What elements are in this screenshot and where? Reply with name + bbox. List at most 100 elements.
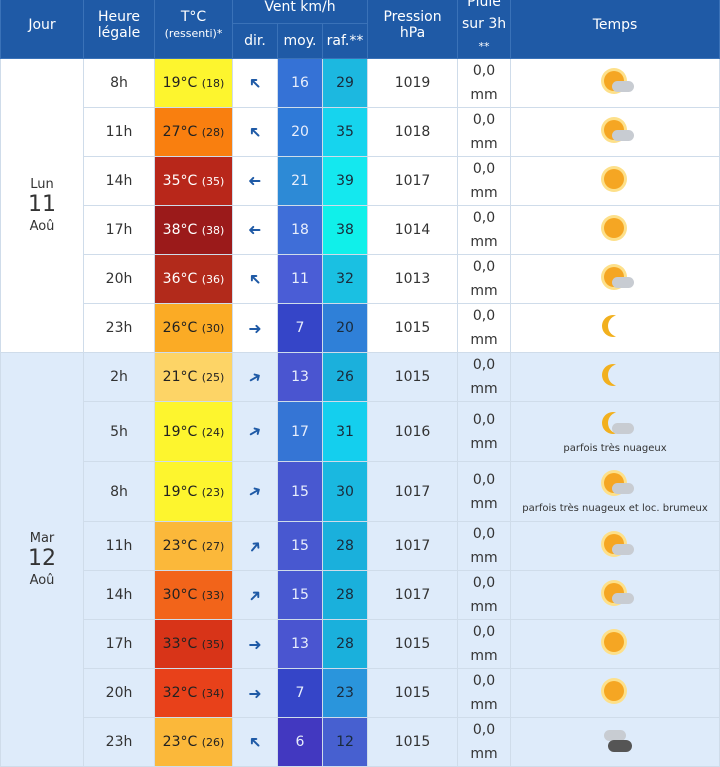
wind-avg-cell: 7 bbox=[277, 303, 323, 353]
table-row: 14h 35°C (35) ➜ 21 39 1017 0,0 mm bbox=[1, 156, 720, 206]
pressure-cell: 1017 bbox=[367, 521, 459, 571]
wind-gust-cell: 38 bbox=[321, 205, 369, 255]
weather-cell bbox=[510, 156, 720, 206]
sun-cloud-icon bbox=[598, 263, 635, 291]
wind-arrow-icon: ➜ bbox=[244, 365, 266, 389]
temperature-cell: 19°C (18) bbox=[154, 58, 233, 108]
pressure-cell: 1014 bbox=[367, 205, 459, 255]
wind-avg-cell: 11 bbox=[277, 254, 323, 304]
rain-cell: 0,0 mm bbox=[457, 254, 512, 304]
wind-gust-cell: 31 bbox=[321, 401, 369, 462]
wind-direction-cell: ➜ bbox=[232, 352, 278, 402]
wind-gust-cell: 20 bbox=[321, 303, 369, 353]
wind-direction-cell: ➜ bbox=[232, 668, 278, 718]
wind-direction-cell: ➜ bbox=[232, 570, 278, 620]
felt-temperature: (27) bbox=[201, 540, 225, 553]
temperature-cell: 19°C (24) bbox=[154, 401, 233, 462]
day-number: 11 bbox=[28, 192, 56, 218]
temperature-value: 19°C bbox=[162, 483, 198, 500]
table-row: 11h 27°C (28) ➜ 20 35 1018 0,0 mm bbox=[1, 107, 720, 157]
weather-caption: parfois très nuageux bbox=[563, 443, 667, 454]
hour-cell: 11h bbox=[83, 521, 155, 571]
felt-temperature: (25) bbox=[201, 371, 225, 384]
weather-cell bbox=[510, 58, 720, 108]
table-row: 8h 19°C (23) ➜ 15 30 1017 0,0 mm parfois … bbox=[1, 461, 720, 522]
rain-unit: mm bbox=[470, 697, 498, 713]
day-cell: Lun 11 Aoû bbox=[0, 58, 84, 353]
temperature-cell: 26°C (30) bbox=[154, 303, 233, 353]
rain-value: 0,0 bbox=[472, 575, 496, 591]
wind-gust-cell: 26 bbox=[321, 352, 369, 402]
weather-cell: parfois très nuageux bbox=[510, 401, 720, 462]
pressure-cell: 1019 bbox=[367, 58, 459, 108]
weather-cell bbox=[510, 717, 720, 767]
hour-cell: 23h bbox=[83, 717, 155, 767]
temperature-value: 36°C bbox=[162, 271, 198, 287]
weather-cell bbox=[510, 254, 720, 304]
wind-direction-cell: ➜ bbox=[232, 303, 278, 353]
wind-gust-cell: 12 bbox=[321, 717, 369, 767]
wind-gust-cell: 28 bbox=[321, 521, 369, 571]
header-temps: Temps bbox=[510, 0, 720, 59]
wind-avg-cell: 15 bbox=[277, 461, 323, 522]
wind-avg-cell: 6 bbox=[277, 717, 323, 767]
weather-cell bbox=[510, 205, 720, 255]
temperature-cell: 36°C (36) bbox=[154, 254, 233, 304]
header-heure-line2: légale bbox=[97, 24, 141, 41]
rain-value: 0,0 bbox=[472, 526, 496, 542]
temperature-cell: 30°C (33) bbox=[154, 570, 233, 620]
wind-direction-cell: ➜ bbox=[232, 619, 278, 669]
rain-cell: 0,0 mm bbox=[457, 58, 512, 108]
temperature-value: 30°C bbox=[162, 587, 198, 603]
day-month: Aoû bbox=[29, 572, 55, 588]
wind-arrow-icon: ➜ bbox=[248, 634, 262, 654]
wind-arrow-icon: ➜ bbox=[248, 318, 262, 338]
header-pression: Pression hPa bbox=[367, 0, 459, 59]
temperature-cell: 35°C (35) bbox=[154, 156, 233, 206]
felt-temperature: (30) bbox=[201, 322, 225, 335]
header-temp-line1: T°C bbox=[180, 8, 207, 25]
header-moy: moy. bbox=[277, 23, 323, 59]
rain-unit: mm bbox=[470, 283, 498, 299]
header-pression-line2: hPa bbox=[399, 24, 426, 41]
header-temp: T°C (ressenti)* bbox=[154, 0, 233, 59]
wind-gust-cell: 23 bbox=[321, 668, 369, 718]
rain-value: 0,0 bbox=[472, 112, 496, 128]
rain-cell: 0,0 mm bbox=[457, 156, 512, 206]
hour-cell: 20h bbox=[83, 254, 155, 304]
hour-cell: 8h bbox=[83, 461, 155, 522]
header-raf: raf.** bbox=[321, 23, 369, 59]
hour-cell: 5h bbox=[83, 401, 155, 462]
rain-cell: 0,0 mm bbox=[457, 521, 512, 571]
header-pluie: Pluie sur 3h ** bbox=[457, 0, 512, 59]
pressure-cell: 1017 bbox=[367, 570, 459, 620]
rain-value: 0,0 bbox=[472, 161, 496, 177]
wind-direction-cell: ➜ bbox=[232, 401, 278, 462]
rain-cell: 0,0 mm bbox=[457, 668, 512, 718]
rain-value: 0,0 bbox=[472, 471, 496, 488]
rain-unit: mm bbox=[470, 185, 498, 201]
wind-avg-cell: 7 bbox=[277, 668, 323, 718]
header-vent: Vent km/h bbox=[231, 0, 369, 25]
felt-temperature: (35) bbox=[201, 175, 225, 188]
temperature-value: 19°C bbox=[162, 423, 198, 440]
weather-cell bbox=[510, 668, 720, 718]
wind-direction-cell: ➜ bbox=[232, 107, 278, 157]
rain-unit: mm bbox=[470, 746, 498, 762]
table-row: 23h 23°C (26) ➜ 6 12 1015 0,0 mm bbox=[1, 717, 720, 767]
wind-avg-cell: 21 bbox=[277, 156, 323, 206]
header-heure: Heure légale bbox=[83, 0, 155, 59]
hour-cell: 14h bbox=[83, 156, 155, 206]
pressure-cell: 1013 bbox=[367, 254, 459, 304]
rain-value: 0,0 bbox=[472, 259, 496, 275]
weather-cell bbox=[510, 570, 720, 620]
wind-avg-cell: 16 bbox=[277, 58, 323, 108]
rain-unit: mm bbox=[470, 495, 498, 512]
wind-gust-cell: 32 bbox=[321, 254, 369, 304]
header-dir: dir. bbox=[232, 23, 278, 59]
rain-cell: 0,0 mm bbox=[457, 717, 512, 767]
wind-arrow-icon: ➜ bbox=[243, 583, 267, 607]
rain-unit: mm bbox=[470, 234, 498, 250]
weather-cell bbox=[510, 619, 720, 669]
